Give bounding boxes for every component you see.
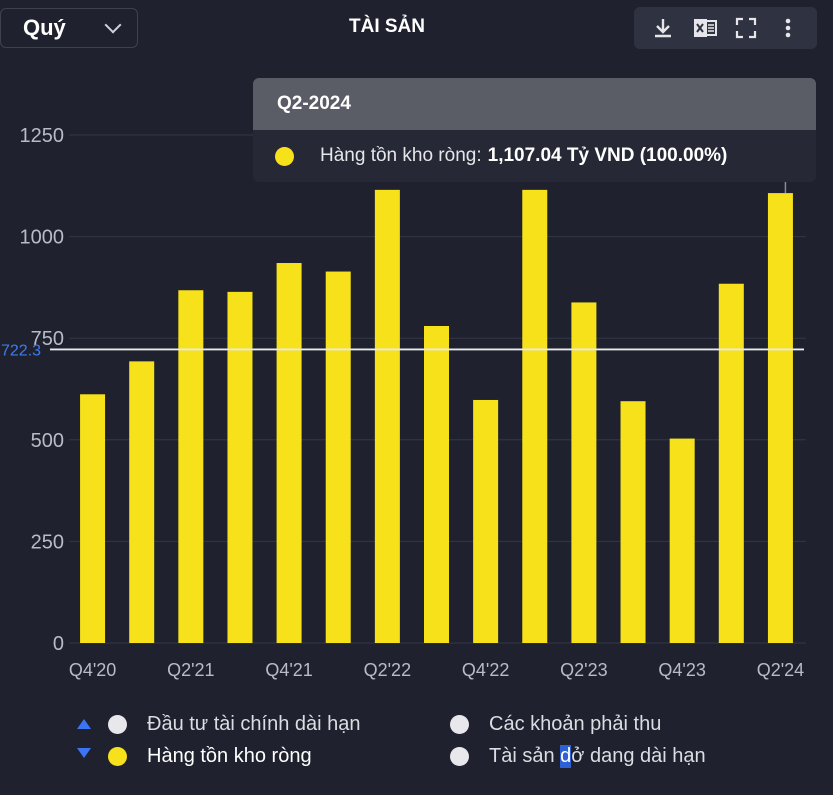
bar-chart: 0 250 500 750 1000 1250 Q4'20 Q2'21 Q4'21 Q2'22 Q… bbox=[1, 125, 806, 680]
bar-Q3'23[interactable] bbox=[620, 401, 646, 643]
legend-page-up-icon[interactable] bbox=[77, 719, 91, 729]
legend-item-cac-khoan-phai-thu[interactable]: Các khoản phải thu bbox=[450, 713, 661, 736]
tooltip-series-label: Hàng tồn kho ròng: bbox=[320, 145, 482, 166]
tooltip-series-dot bbox=[275, 146, 294, 166]
bar-Q2'24[interactable] bbox=[767, 193, 793, 643]
x-tick-label: Q2'21 bbox=[167, 660, 214, 680]
tooltip-title: Q2-2024 bbox=[253, 78, 816, 130]
x-tick-label: Q2'22 bbox=[364, 660, 411, 680]
y-tick-label: 750 bbox=[31, 328, 64, 350]
y-tick-label: 500 bbox=[31, 430, 64, 452]
y-tick-label: 1250 bbox=[20, 125, 65, 147]
bar-Q1'24[interactable] bbox=[718, 283, 744, 643]
bar-Q1'23[interactable] bbox=[522, 189, 548, 643]
legend-label: Các khoản phải thu bbox=[489, 713, 662, 735]
legend-page-down-icon[interactable] bbox=[77, 748, 91, 758]
bar-Q4'23[interactable] bbox=[669, 438, 695, 643]
chart-toolbar bbox=[634, 7, 817, 49]
bar-Q2'21[interactable] bbox=[178, 290, 204, 643]
chart-title: TÀI SẢN bbox=[349, 16, 425, 37]
legend-dot bbox=[450, 747, 469, 766]
tooltip-row: Hàng tồn kho ròng: 1,107.04 Tỷ VND (100.… bbox=[253, 130, 816, 182]
y-tick-label: 1000 bbox=[20, 227, 65, 249]
period-select-value: Quý bbox=[23, 15, 66, 40]
bar-Q2'23[interactable] bbox=[571, 302, 597, 643]
x-tick-label: Q4'20 bbox=[69, 660, 116, 680]
legend-item-dau-tu-tai-chinh[interactable]: Đầu tư tài chính dài hạn bbox=[108, 713, 361, 736]
download-icon[interactable] bbox=[649, 14, 677, 42]
legend-dot bbox=[108, 747, 127, 766]
tooltip-value: 1,107.04 Tỷ VND (100.00%) bbox=[487, 145, 728, 166]
excel-icon[interactable] bbox=[691, 14, 719, 42]
average-line-label: 722.3 bbox=[1, 342, 41, 359]
bar-Q4'22[interactable] bbox=[473, 399, 499, 643]
legend-item-hang-ton-kho[interactable]: Hàng tồn kho ròng bbox=[108, 745, 312, 768]
x-tick-label: Q4'23 bbox=[658, 660, 705, 680]
period-select[interactable]: Quý bbox=[0, 8, 138, 48]
x-tick-label: Q2'23 bbox=[560, 660, 607, 680]
chart-tooltip: Q2-2024 Hàng tồn kho ròng: 1,107.04 Tỷ V… bbox=[253, 78, 816, 182]
legend-dot bbox=[450, 715, 469, 734]
y-tick-label: 0 bbox=[53, 633, 64, 655]
bar-Q1'21[interactable] bbox=[129, 361, 155, 643]
bar-Q4'21[interactable] bbox=[276, 263, 302, 643]
legend-label-selected-text: d bbox=[560, 745, 572, 768]
legend-label: Hàng tồn kho ròng bbox=[147, 745, 312, 767]
legend-label: Đầu tư tài chính dài hạn bbox=[147, 713, 361, 735]
legend-label-part: ở dang dài hạn bbox=[571, 745, 706, 767]
legend-dot bbox=[108, 715, 127, 734]
fullscreen-icon[interactable] bbox=[732, 14, 760, 42]
bar-Q1'22[interactable] bbox=[325, 271, 351, 643]
x-tick-label: Q4'21 bbox=[265, 660, 312, 680]
bar-Q2'22[interactable] bbox=[374, 189, 400, 643]
more-icon[interactable] bbox=[774, 14, 802, 42]
bar-Q3'21[interactable] bbox=[227, 291, 253, 643]
x-tick-label: Q2'24 bbox=[757, 660, 804, 680]
bar-Q3'22[interactable] bbox=[424, 326, 449, 643]
x-tick-label: Q4'22 bbox=[462, 660, 509, 680]
y-tick-label: 250 bbox=[31, 531, 64, 553]
legend-label-part: Tài sản bbox=[489, 745, 561, 767]
bar-Q4'20[interactable] bbox=[80, 394, 106, 643]
